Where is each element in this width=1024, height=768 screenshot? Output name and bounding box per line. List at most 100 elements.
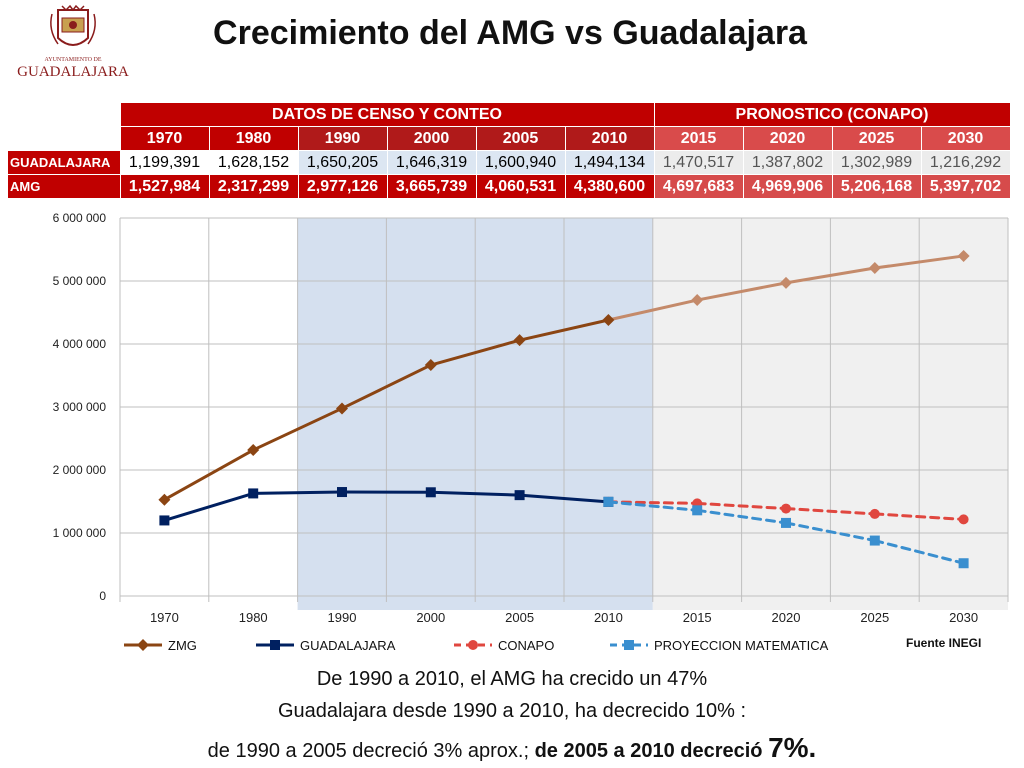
- chart-legend: ZMG GUADALAJARA CONAPO PROYECCION MATEMATIC…: [120, 635, 900, 658]
- x-tick-label: 2005: [505, 610, 534, 625]
- note-line-3-b: de 2005 a 2010 decreció: [534, 740, 769, 762]
- x-tick-label: 2010: [594, 610, 623, 625]
- series-line-guadalajara: [429, 490, 522, 497]
- y-tick-label: 2 000 000: [53, 463, 107, 477]
- series-line-zmg: [695, 281, 788, 302]
- legend-label: ZMG: [168, 638, 197, 653]
- series-line-conapo: [784, 507, 877, 516]
- data-point-zmg: [602, 314, 615, 327]
- note-line-3-a: de 1990 a 2005 decreció 3% aprox.;: [207, 740, 535, 762]
- y-tick-label: 4 000 000: [53, 337, 107, 351]
- table-cell: 1,470,517: [653, 150, 744, 175]
- year-header: 1980: [208, 126, 299, 151]
- series-line-zmg: [606, 298, 699, 322]
- table-cell: 5,206,168: [831, 174, 922, 199]
- x-tick-label: 2025: [860, 610, 889, 625]
- y-tick-label: 0: [99, 589, 106, 603]
- table-cell: 1,650,205: [297, 150, 388, 175]
- table-corner: [7, 102, 120, 127]
- data-point-zmg: [780, 276, 792, 289]
- note-line-2: Guadalajara desde 1990 a 2010, ha decrec…: [277, 700, 747, 722]
- series-line-zmg: [784, 266, 877, 285]
- year-header: 2005: [475, 126, 566, 151]
- x-tick-label: 2000: [416, 610, 445, 625]
- note-line-3-c: 7%.: [768, 732, 817, 763]
- legend-label: GUADALAJARA: [300, 638, 396, 653]
- table-cell: 1,628,152: [208, 150, 299, 175]
- table-cell: 2,317,299: [208, 174, 299, 199]
- data-point-zmg: [691, 294, 704, 307]
- y-tick-label: 3 000 000: [53, 400, 107, 414]
- x-tick-label: 1990: [328, 610, 357, 625]
- series-line-proyeccion-matematica: [784, 521, 877, 543]
- data-point-zmg: [424, 359, 437, 372]
- table-cell: 3,665,739: [386, 174, 477, 199]
- data-point-conapo: [958, 514, 969, 525]
- table-cell: 1,527,984: [119, 174, 210, 199]
- year-header: 1970: [119, 126, 210, 151]
- series-line-zmg: [340, 363, 433, 410]
- data-point-proyeccion-matematica: [869, 535, 880, 546]
- city-logo: AYUNTAMIENTO DE GUADALAJARA: [12, 4, 134, 82]
- table-cell: 4,969,906: [742, 174, 833, 199]
- census-table: DATOS DE CENSO Y CONTEO PRONOSTICO (CONA…: [7, 102, 1011, 199]
- series-line-zmg: [162, 448, 255, 502]
- x-tick-label: 2015: [683, 610, 712, 625]
- series-line-zmg: [429, 338, 522, 367]
- table-corner-2: [7, 126, 120, 151]
- row-label: AMG: [7, 174, 121, 199]
- legend-symbols: ZMG GUADALAJARA CONAPO PROYECCION MATEMATIC…: [124, 638, 829, 653]
- logo-caption: AYUNTAMIENTO DE: [44, 57, 101, 63]
- data-point-zmg: [336, 402, 348, 415]
- table-cell: 4,060,531: [475, 174, 566, 199]
- row-label: GUADALAJARA: [7, 150, 121, 175]
- table-cell: 1,387,802: [742, 150, 833, 175]
- series-line-zmg: [251, 406, 344, 452]
- group-forecast-header: PRONOSTICO (CONAPO): [653, 102, 1011, 127]
- table-year-row: 1970 1980 1990 2000 2005 2010 2015 2020 …: [7, 126, 1011, 151]
- series-line-guadalajara: [162, 491, 255, 522]
- year-header: 2015: [653, 126, 744, 151]
- group-census-header: DATOS DE CENSO Y CONTEO: [119, 102, 655, 127]
- legend-marker: [624, 640, 634, 650]
- table-cell: 4,697,683: [653, 174, 744, 199]
- table-cell: 2,977,126: [297, 174, 388, 199]
- table-cell: 1,216,292: [920, 150, 1011, 175]
- note-line-3: de 1990 a 2005 decreció 3% aprox.; de 20…: [0, 732, 1024, 764]
- data-point-zmg: [247, 444, 260, 457]
- year-header: 2025: [831, 126, 922, 151]
- legend-marker: [468, 640, 478, 650]
- data-point-zmg: [158, 493, 171, 506]
- table-group-header-row: DATOS DE CENSO Y CONTEO PRONOSTICO (CONA…: [7, 102, 1011, 127]
- series-line-conapo: [873, 512, 966, 521]
- data-point-proyeccion-matematica: [603, 496, 614, 507]
- table-cell: 1,646,319: [386, 150, 477, 175]
- coat-of-arms-icon: [50, 4, 96, 46]
- page-title: Crecimiento del AMG vs Guadalajara: [213, 14, 807, 52]
- legend-label: CONAPO: [498, 638, 554, 653]
- logo-wordmark: GUADALAJARA: [17, 64, 129, 80]
- data-point-proyeccion-matematica: [958, 558, 969, 569]
- y-tick-label: 1 000 000: [53, 526, 107, 540]
- series-line-proyeccion-matematica: [873, 539, 966, 565]
- data-point-guadalajara: [337, 487, 347, 498]
- series-line-zmg: [873, 254, 966, 270]
- x-tick-label: 2030: [949, 610, 978, 625]
- table-cell: 1,199,391: [119, 150, 210, 175]
- data-point-guadalajara: [248, 488, 259, 499]
- legend-label: PROYECCION MATEMATICA: [654, 638, 829, 653]
- data-point-conapo: [869, 508, 880, 519]
- data-point-guadalajara: [159, 515, 170, 526]
- data-point-proyeccion-matematica: [781, 517, 791, 528]
- y-tick-label: 6 000 000: [53, 211, 107, 225]
- table-row-guadalajara: GUADALAJARA 1,199,391 1,628,152 1,650,20…: [7, 150, 1011, 175]
- data-point-zmg: [513, 334, 526, 347]
- data-point-zmg: [957, 249, 970, 262]
- year-header: 2020: [742, 126, 833, 151]
- data-point-proyeccion-matematica: [692, 505, 703, 516]
- year-header: 1990: [297, 126, 388, 151]
- legend-marker: [137, 639, 149, 651]
- data-point-guadalajara: [514, 490, 525, 501]
- x-tick-label: 1970: [150, 610, 179, 625]
- series-line-conapo: [695, 501, 788, 511]
